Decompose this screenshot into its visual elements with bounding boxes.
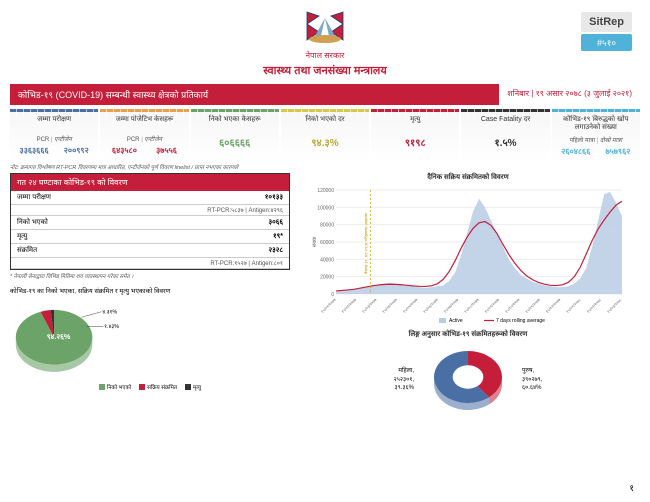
svg-text:१.४३%: १.४३% bbox=[104, 324, 119, 330]
area-chart-title: दैनिक सक्रिय संक्रमितको विवरण bbox=[296, 173, 640, 182]
page-number: १ bbox=[629, 481, 634, 494]
table-24h-header: गत २४ घण्टाका कोभिड-१९ को विवरण bbox=[11, 174, 289, 191]
ministry-label: स्वास्थ्य तथा जनसंख्या मन्त्रालय bbox=[0, 63, 650, 78]
svg-text:संख्या: संख्या bbox=[311, 236, 318, 247]
table-24h-footnote: * नेपाली सेनाद्वारा विभिन्न मितिमा शव व्… bbox=[10, 272, 290, 280]
donut-label-female: महिला, २५२३०१, ३९.३६% bbox=[394, 367, 414, 392]
svg-text:१५/०२/२०७८: १५/०२/२०७८ bbox=[585, 297, 602, 314]
stat-card: जम्मा परीक्षणPCR | एन्टीजेन३३६३६६६२००९९२ bbox=[10, 109, 98, 161]
stat-card: निको भएको दर९४.३% bbox=[281, 109, 369, 161]
table-row: निको भएको३०६६ bbox=[11, 216, 289, 230]
svg-text:९४.२६%: ९४.२६% bbox=[47, 332, 71, 341]
pie-chart-outcomes: ९४.२६% ४.३१% १.४३% bbox=[10, 299, 120, 381]
svg-text:100000: 100000 bbox=[317, 205, 334, 211]
svg-text:१५/१०/२०७७: १५/१०/२०७७ bbox=[504, 297, 521, 314]
nepal-emblem-icon bbox=[303, 6, 347, 46]
pie1-legend: निको भएकोसक्रिय संक्रमितमृत्यु bbox=[10, 383, 290, 391]
footnote-1: नोट: क्रमागत विश्लेषण RT-PCR विवरणमा मात… bbox=[10, 163, 640, 171]
table-row: संक्रमित२३२८ bbox=[11, 244, 289, 258]
donut-title: लिङ्ग अनुसार कोभिड-१९ संक्रमितहरूको विवर… bbox=[296, 330, 640, 339]
stats-row: जम्मा परीक्षणPCR | एन्टीजेन३३६३६६६२००९९२… bbox=[10, 109, 640, 161]
svg-text:१५/०७/२०७७: १५/०७/२०७७ bbox=[442, 297, 459, 314]
svg-text:१५/०१/२०७८: १५/०१/२०७८ bbox=[565, 297, 582, 314]
stat-card: जम्मा पोजेटिभ केसहरूPCR | एन्टीजेन६४३५८०… bbox=[100, 109, 188, 161]
svg-text:वैशाख ३१, RT-PCR परीक्षणका आधा: वैशाख ३१, RT-PCR परीक्षणका आधारमा bbox=[363, 212, 368, 274]
svg-text:१५/०३/२०७८: १५/०३/२०७८ bbox=[606, 297, 623, 314]
svg-text:20000: 20000 bbox=[320, 274, 334, 280]
table-row: जम्मा परीक्षण१०१३३ bbox=[11, 191, 289, 205]
svg-text:१५/०८/२०७७: १५/०८/२०७७ bbox=[463, 297, 480, 314]
report-date: शनिबार | १९ असार २०७८ (३ जुलाई २०२१) bbox=[499, 84, 640, 105]
svg-text:80000: 80000 bbox=[320, 222, 334, 228]
svg-text:120000: 120000 bbox=[317, 188, 334, 194]
svg-text:१५/०५/२०७७: १५/०५/२०७७ bbox=[402, 297, 419, 314]
donut-chart-gender bbox=[418, 341, 518, 419]
svg-text:१५/०२/२०७७: १५/०२/२०७७ bbox=[340, 297, 357, 314]
svg-text:१५/०४/२०७७: १५/०४/२०७७ bbox=[381, 297, 398, 314]
stat-card: Case Fatality दर१.५% bbox=[461, 109, 549, 161]
government-label: नेपाल सरकार bbox=[0, 50, 650, 61]
stat-card: निको भएका केसहरू६०६६६६ bbox=[191, 109, 279, 161]
pie1-title: कोभिड-१९ का निको भएका, सक्रिय संक्रमित र… bbox=[10, 286, 290, 295]
svg-text:४.३१%: ४.३१% bbox=[102, 309, 117, 315]
svg-text:१५/११/२०७७: १५/११/२०७७ bbox=[524, 297, 541, 314]
table-24h: गत २४ घण्टाका कोभिड-१९ को विवरण जम्मा पर… bbox=[10, 173, 290, 270]
svg-text:7 days rolling average: 7 days rolling average bbox=[496, 318, 545, 324]
svg-text:१५/०६/२०७७: १५/०६/२०७७ bbox=[422, 297, 439, 314]
table-row: मृत्यु१९* bbox=[11, 230, 289, 244]
svg-text:60000: 60000 bbox=[320, 240, 334, 246]
svg-text:१५/०१/२०७७: १५/०१/२०७७ bbox=[320, 297, 337, 314]
svg-text:१५/०९/२०७७: १५/०९/२०७७ bbox=[483, 297, 500, 314]
sitrep-label: SitRep bbox=[581, 12, 632, 32]
stat-card: कोभिड-१९ बिरुद्धको खोप लगाउनेको संख्यापह… bbox=[552, 109, 640, 161]
svg-text:१५/०३/२०७७: १५/०३/२०७७ bbox=[361, 297, 378, 314]
svg-text:१५/१२/२०७७: १५/१२/२०७७ bbox=[545, 297, 562, 314]
area-chart-active-cases: 020000400006000080000100000120000१५/०१/२… bbox=[296, 184, 640, 324]
report-title: कोभिड-१९ (COVID-19) सम्बन्धी स्वास्थ्य क… bbox=[10, 84, 499, 105]
svg-text:Active: Active bbox=[449, 318, 463, 324]
donut-label-male: पुरुष, ३९०२७९, ६०.६४% bbox=[522, 367, 542, 392]
svg-text:40000: 40000 bbox=[320, 257, 334, 263]
stat-card: मृत्यु९१९८ bbox=[371, 109, 459, 161]
sitrep-number: #५१० bbox=[581, 34, 632, 51]
